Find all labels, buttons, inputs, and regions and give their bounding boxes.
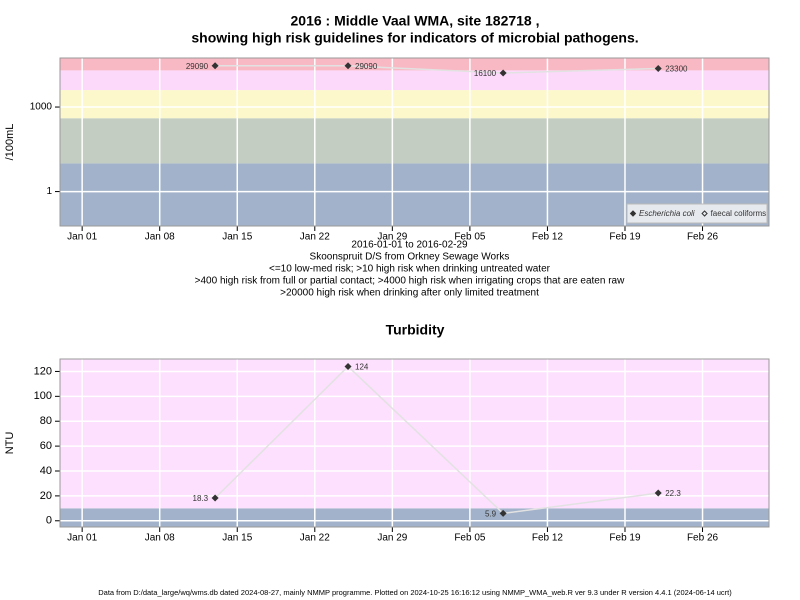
data-label: 124 xyxy=(355,363,369,372)
y-tick-label: 40 xyxy=(40,465,52,477)
x-axis-note: >400 high risk from full or partial cont… xyxy=(195,276,625,287)
legend-label: faecal coliforms xyxy=(711,209,767,218)
risk-band xyxy=(60,70,769,91)
x-tick-label: Jan 29 xyxy=(377,232,407,243)
y-tick-label: 0 xyxy=(46,515,52,527)
x-axis-note: 2016-01-01 to 2016-02-29 xyxy=(351,240,468,251)
data-point xyxy=(211,494,219,502)
data-point xyxy=(344,362,352,370)
data-point xyxy=(499,509,507,517)
y-axis-label: NTU xyxy=(4,432,16,455)
legend-marker xyxy=(701,210,708,217)
chart-title: Turbidity xyxy=(386,322,445,338)
y-axis-label: /100mL xyxy=(4,124,16,161)
plot-frame xyxy=(59,57,770,227)
y-tick-label: 20 xyxy=(40,490,52,502)
legend-label: Escherichia coli xyxy=(639,209,695,218)
risk-band xyxy=(60,90,769,119)
x-tick-label: Feb 05 xyxy=(454,533,486,544)
x-tick-label: Feb 12 xyxy=(532,533,564,544)
data-point xyxy=(344,62,352,70)
risk-band xyxy=(60,359,769,509)
x-tick-label: Jan 15 xyxy=(222,232,252,243)
plot-frame xyxy=(59,358,770,528)
series-line xyxy=(215,65,659,74)
x-axis-note: >20000 high risk when drinking after onl… xyxy=(280,288,539,299)
data-label: 16100 xyxy=(474,69,497,78)
risk-band xyxy=(60,118,769,164)
footer: Data from D:/data_large/wq/wms.db dated … xyxy=(98,588,732,597)
x-tick-label: Jan 08 xyxy=(145,533,175,544)
y-tick-label: 1000 xyxy=(30,102,53,113)
chart-title: 2016 : Middle Vaal WMA, site 182718 , xyxy=(291,13,540,29)
x-tick-label: Jan 22 xyxy=(300,533,330,544)
data-point xyxy=(654,489,662,497)
y-tick-label: 100 xyxy=(34,390,52,402)
data-label: 5.9 xyxy=(485,510,497,519)
x-tick-label: Jan 01 xyxy=(67,533,97,544)
x-tick-label: Jan 15 xyxy=(222,533,252,544)
y-tick-label: 80 xyxy=(40,415,52,427)
x-tick-label: Feb 12 xyxy=(532,232,564,243)
x-axis-note: Skoonspruit D/S from Orkney Sewage Works xyxy=(310,252,510,263)
data-point xyxy=(499,69,507,77)
y-tick-label: 120 xyxy=(34,365,52,377)
x-axis-note: <=10 low-med risk; >10 high risk when dr… xyxy=(269,264,551,275)
x-tick-label: Feb 19 xyxy=(609,533,641,544)
x-tick-label: Jan 01 xyxy=(67,232,97,243)
legend-box xyxy=(626,203,768,224)
series-line xyxy=(214,365,659,515)
data-label: 29090 xyxy=(186,62,209,71)
y-tick-label: 60 xyxy=(40,440,52,452)
x-tick-label: Feb 05 xyxy=(454,232,486,243)
x-tick-label: Feb 26 xyxy=(687,232,719,243)
x-tick-label: Feb 26 xyxy=(687,533,719,544)
x-tick-label: Jan 08 xyxy=(145,232,175,243)
risk-band xyxy=(60,508,769,527)
x-tick-label: Jan 22 xyxy=(300,232,330,243)
x-tick-label: Feb 19 xyxy=(609,232,641,243)
data-point xyxy=(211,62,219,70)
data-label: 29090 xyxy=(355,62,378,71)
data-point xyxy=(654,65,662,73)
chart-subtitle: showing high risk guidelines for indicat… xyxy=(191,30,638,46)
y-tick-label: 1 xyxy=(46,186,52,197)
x-tick-label: Jan 29 xyxy=(377,533,407,544)
data-label: 18.3 xyxy=(193,494,209,503)
data-label: 22.3 xyxy=(665,489,681,498)
legend-marker xyxy=(629,210,637,217)
data-label: 23300 xyxy=(665,65,688,74)
